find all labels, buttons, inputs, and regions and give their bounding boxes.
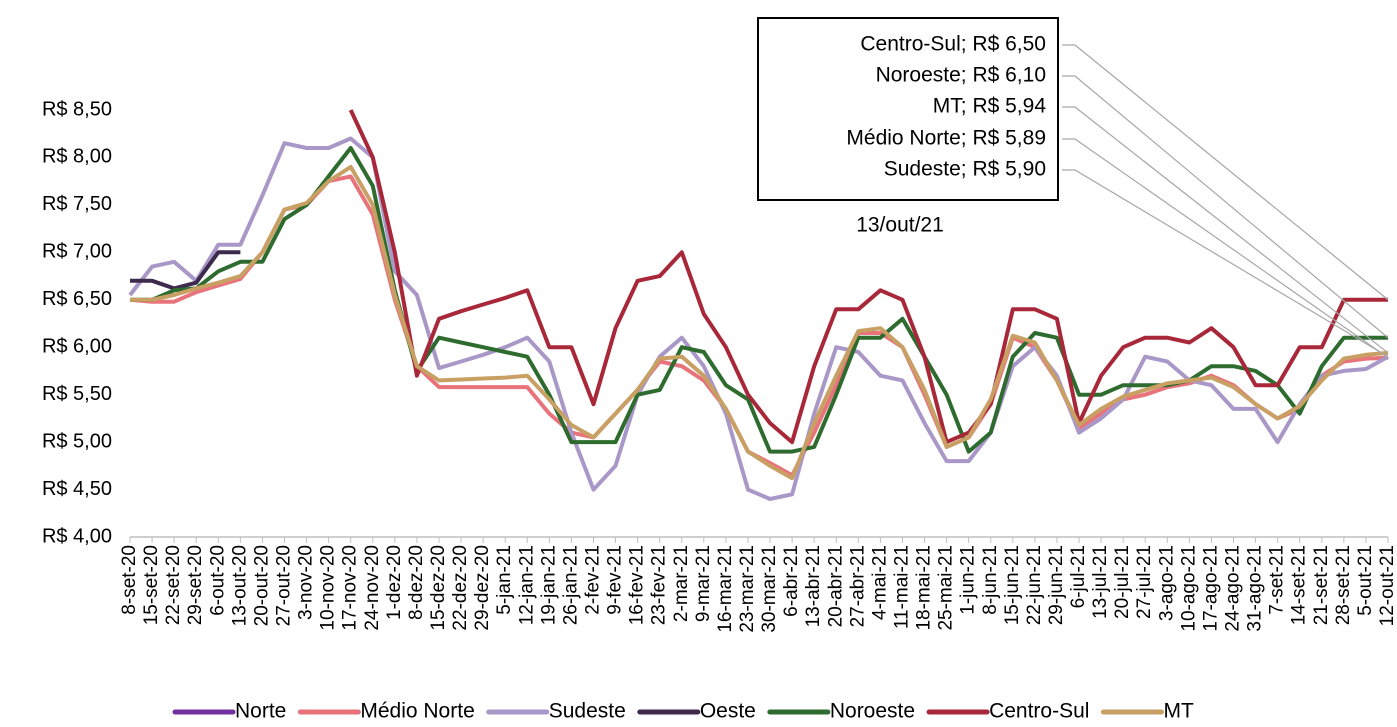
x-tick-label: 26-jan-21 bbox=[560, 545, 581, 625]
legend: Norte Médio Norte Sudeste Oeste Noroeste Cent… bbox=[172, 700, 1194, 723]
x-tick-label: 6-abr-21 bbox=[781, 545, 802, 617]
x-tick-label: 29-set-20 bbox=[185, 545, 206, 625]
series-line bbox=[348, 109, 1388, 445]
x-tick-label: 12-out-21 bbox=[1377, 545, 1397, 626]
legend-label: Médio Norte bbox=[360, 700, 474, 723]
legend-label: Centro-Sul bbox=[989, 700, 1089, 723]
x-tick-label: 29-dez-20 bbox=[472, 545, 493, 631]
x-tick-label: 17-nov-20 bbox=[340, 545, 361, 631]
x-tick-label: 31-ago-21 bbox=[1245, 545, 1266, 632]
x-tick-label: 15-set-20 bbox=[141, 545, 162, 625]
series-line bbox=[130, 250, 241, 291]
x-tick-label: 14-set-21 bbox=[1289, 545, 1310, 625]
legend-label: MT bbox=[1163, 700, 1193, 723]
annotation-label: Sudeste; R$ 5,90 bbox=[884, 158, 1046, 181]
y-tick-label: R$ 6,50 bbox=[42, 288, 112, 310]
annotation-label: MT; R$ 5,94 bbox=[933, 95, 1047, 118]
legend-label: Norte bbox=[235, 700, 286, 723]
x-tick-label: 5-jan-21 bbox=[494, 545, 515, 615]
x-tick-label: 20-jul-21 bbox=[1112, 545, 1133, 619]
x-tick-label: 5-out-21 bbox=[1355, 545, 1376, 616]
y-tick-label: R$ 5,50 bbox=[42, 383, 112, 405]
x-tick-label: 3-ago-21 bbox=[1156, 545, 1177, 621]
x-tick-label: 9-fev-21 bbox=[605, 545, 626, 615]
legend-label: Noroeste bbox=[830, 700, 915, 723]
x-tick-label: 20-abr-21 bbox=[825, 545, 846, 627]
y-tick-label: R$ 7,50 bbox=[42, 193, 112, 215]
x-tick-label: 22-dez-20 bbox=[450, 545, 471, 631]
x-tick-label: 16-mar-21 bbox=[715, 545, 736, 633]
x-tick-label: 13-out-20 bbox=[229, 545, 250, 626]
annotation-label: Centro-Sul; R$ 6,50 bbox=[860, 33, 1046, 56]
x-tick-label: 17-ago-21 bbox=[1200, 545, 1221, 632]
leader-line bbox=[1062, 106, 1389, 354]
leader-line bbox=[1062, 138, 1389, 359]
leader-line bbox=[1062, 169, 1389, 358]
x-tick-label: 21-set-21 bbox=[1311, 545, 1332, 625]
x-tick-label: 27-jul-21 bbox=[1134, 545, 1155, 619]
x-tick-label: 10-ago-21 bbox=[1178, 545, 1199, 632]
x-tick-label: 20-out-20 bbox=[251, 545, 272, 626]
x-tick-label: 27-abr-21 bbox=[847, 545, 868, 627]
x-tick-label: 22-set-20 bbox=[163, 545, 184, 625]
x-tick-label: 18-mai-21 bbox=[914, 545, 935, 631]
x-tick-label: 15-dez-20 bbox=[428, 545, 449, 631]
y-tick-label: R$ 4,50 bbox=[42, 478, 112, 500]
leader-line bbox=[1062, 75, 1389, 339]
x-tick-label: 10-nov-20 bbox=[318, 545, 339, 631]
x-tick-label: 29-jun-21 bbox=[1046, 545, 1067, 625]
annotation-caption: 13/out/21 bbox=[856, 214, 944, 237]
y-tick-label: R$ 4,00 bbox=[42, 525, 112, 547]
x-tick-label: 24-nov-20 bbox=[362, 545, 383, 631]
x-tick-label: 23-mar-21 bbox=[737, 545, 758, 633]
x-tick-label: 23-fev-21 bbox=[649, 545, 670, 625]
x-tick-label: 13-jul-21 bbox=[1090, 545, 1111, 619]
series-line bbox=[128, 136, 1389, 501]
x-tick-label: 8-jun-21 bbox=[980, 545, 1001, 615]
x-tick-label: 8-set-20 bbox=[119, 545, 140, 615]
x-tick-label: 3-nov-20 bbox=[296, 545, 317, 620]
y-tick-label: R$ 5,00 bbox=[42, 430, 112, 452]
y-tick-label: R$ 8,00 bbox=[42, 146, 112, 168]
x-tick-label: 1-jun-21 bbox=[958, 545, 979, 615]
x-tick-label: 16-fev-21 bbox=[627, 545, 648, 625]
x-tick-label: 22-jun-21 bbox=[1024, 545, 1045, 625]
y-tick-label: R$ 7,00 bbox=[42, 241, 112, 263]
x-tick-label: 8-dez-20 bbox=[406, 545, 427, 620]
x-tick-label: 1-dez-20 bbox=[384, 545, 405, 620]
x-tick-label: 4-mai-21 bbox=[869, 545, 890, 620]
x-tick-label: 27-out-20 bbox=[274, 545, 295, 626]
x-tick-label: 2-mar-21 bbox=[671, 545, 692, 622]
series-line bbox=[130, 164, 1389, 481]
x-tick-label: 12-jan-21 bbox=[516, 545, 537, 625]
legend-label: Sudeste bbox=[549, 700, 626, 723]
x-tick-label: 6-jul-21 bbox=[1068, 545, 1089, 608]
annotation-box bbox=[757, 17, 1059, 201]
annotation-label: Noroeste; R$ 6,10 bbox=[876, 64, 1046, 87]
x-tick-label: 24-ago-21 bbox=[1223, 545, 1244, 632]
x-tick-label: 30-mar-21 bbox=[759, 545, 780, 633]
leader-line bbox=[1062, 44, 1389, 301]
x-tick-label: 13-abr-21 bbox=[803, 545, 824, 627]
annotation-label: Médio Norte; R$ 5,89 bbox=[846, 127, 1046, 150]
legend-label: Oeste bbox=[700, 700, 756, 723]
x-tick-label: 7-set-21 bbox=[1267, 545, 1288, 615]
x-tick-label: 28-set-21 bbox=[1333, 545, 1354, 625]
y-tick-label: R$ 8,50 bbox=[42, 98, 112, 120]
x-tick-label: 25-mai-21 bbox=[936, 545, 957, 631]
x-tick-label: 15-jun-21 bbox=[1002, 545, 1023, 625]
x-tick-label: 2-fev-21 bbox=[582, 545, 603, 615]
x-tick-label: 11-mai-21 bbox=[891, 545, 912, 629]
y-tick-label: R$ 6,00 bbox=[42, 336, 112, 358]
x-tick-label: 9-mar-21 bbox=[693, 545, 714, 622]
x-tick-label: 6-out-20 bbox=[207, 545, 228, 616]
x-tick-label: 19-jan-21 bbox=[538, 545, 559, 625]
